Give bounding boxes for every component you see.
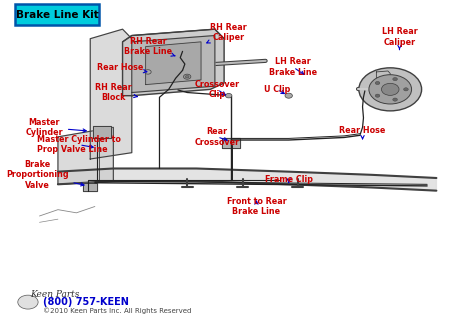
- Circle shape: [226, 93, 232, 98]
- Circle shape: [382, 83, 399, 95]
- Polygon shape: [90, 29, 132, 159]
- Circle shape: [359, 68, 421, 111]
- Text: LH Rear
Brake Line: LH Rear Brake Line: [269, 58, 318, 77]
- Text: Master Cylinder to
Prop Valve Line: Master Cylinder to Prop Valve Line: [37, 135, 121, 155]
- Text: RH Rear
Brake Line: RH Rear Brake Line: [124, 37, 175, 56]
- Text: Rear
Crossover: Rear Crossover: [195, 127, 240, 147]
- Text: Brake
Proportioning
Valve: Brake Proportioning Valve: [6, 160, 84, 190]
- Polygon shape: [146, 42, 201, 85]
- Polygon shape: [222, 138, 240, 148]
- Text: (800) 757-KEEN: (800) 757-KEEN: [43, 297, 129, 307]
- Text: Brake Line Kit: Brake Line Kit: [16, 10, 99, 20]
- Polygon shape: [132, 36, 215, 93]
- Circle shape: [285, 93, 292, 98]
- Circle shape: [18, 295, 38, 309]
- Text: U Clip: U Clip: [264, 85, 291, 94]
- FancyBboxPatch shape: [15, 4, 99, 25]
- Polygon shape: [83, 183, 97, 191]
- Circle shape: [393, 78, 397, 81]
- Circle shape: [185, 75, 189, 78]
- Circle shape: [404, 88, 408, 91]
- Circle shape: [369, 75, 411, 104]
- Text: Keen Parts: Keen Parts: [30, 290, 80, 299]
- Polygon shape: [123, 29, 224, 96]
- Text: Crossover
Clip: Crossover Clip: [195, 80, 240, 99]
- Polygon shape: [376, 71, 390, 80]
- Circle shape: [393, 98, 397, 101]
- Polygon shape: [58, 127, 113, 184]
- Text: Master
Cylinder: Master Cylinder: [25, 118, 86, 137]
- Text: ©2010 Keen Parts Inc. All Rights Reserved: ©2010 Keen Parts Inc. All Rights Reserve…: [43, 307, 191, 314]
- Text: LH Rear
Caliper: LH Rear Caliper: [382, 27, 417, 50]
- Text: Front to Rear
Brake Line: Front to Rear Brake Line: [227, 197, 286, 216]
- Text: RH Rear
Caliper: RH Rear Caliper: [207, 23, 247, 43]
- Text: Rear Hose: Rear Hose: [339, 126, 386, 139]
- Polygon shape: [92, 126, 111, 138]
- Polygon shape: [58, 169, 437, 191]
- Text: RH Rear
Block: RH Rear Block: [95, 83, 137, 102]
- Circle shape: [145, 70, 151, 74]
- Circle shape: [375, 81, 380, 85]
- Text: Rear Hose: Rear Hose: [97, 63, 147, 73]
- Circle shape: [375, 94, 380, 97]
- Circle shape: [183, 74, 191, 79]
- Text: Frame Clip: Frame Clip: [264, 175, 313, 184]
